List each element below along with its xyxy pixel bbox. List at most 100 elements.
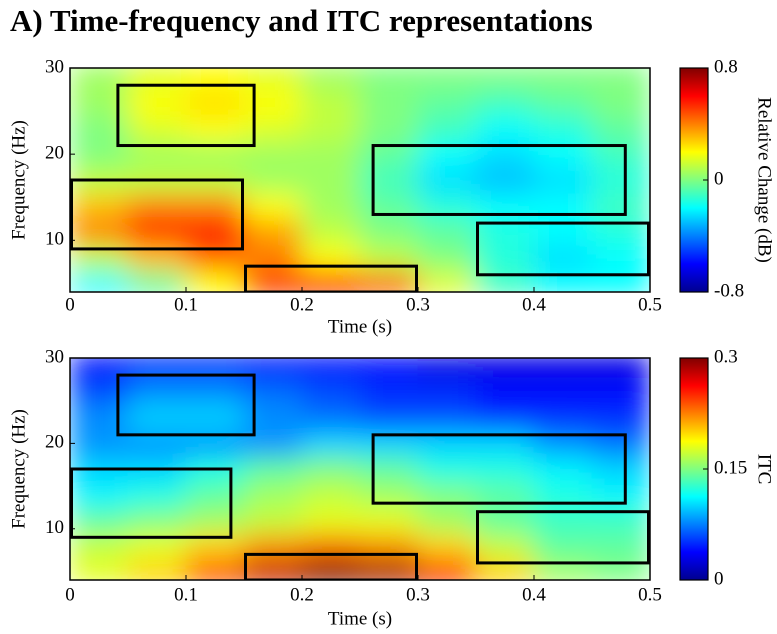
heatmap-cell <box>417 218 477 246</box>
heatmap-cell <box>243 166 303 194</box>
heatmap-cell <box>127 89 187 116</box>
heatmap-cell <box>243 192 303 220</box>
x-tick-label: 0.5 <box>638 584 662 605</box>
heatmap-cell <box>243 114 303 142</box>
y-axis-label: Frequency (Hz) <box>8 120 29 240</box>
heatmap-cell <box>533 114 593 142</box>
heatmap-cell <box>591 378 650 406</box>
heatmap-cell <box>359 404 419 432</box>
heatmap-cell <box>301 140 361 168</box>
heatmap-cell <box>475 378 535 406</box>
region-box <box>244 552 418 580</box>
heatmap-cell <box>70 358 129 380</box>
heatmap-cell <box>359 114 419 142</box>
heatmap-cell <box>301 481 361 508</box>
x-axis-label: Time (s) <box>328 608 392 629</box>
heatmap-cell <box>359 89 419 116</box>
heatmap-cell <box>301 192 361 220</box>
x-tick-label: 0.1 <box>174 294 198 315</box>
heatmap-cell <box>591 166 650 194</box>
heatmap-cell <box>533 404 593 432</box>
heatmap-cell <box>243 455 303 483</box>
heatmap-cell <box>301 269 361 292</box>
heatmap-cell <box>475 89 535 116</box>
heatmap-cell <box>70 558 129 580</box>
heatmap-cell <box>417 532 477 560</box>
colorbar-label: ITC <box>754 454 775 485</box>
heatmap-cell <box>359 358 419 380</box>
x-tick-label: 0.3 <box>406 294 430 315</box>
heatmap-cell <box>301 506 361 534</box>
x-tick-label: 0.5 <box>638 294 662 315</box>
heatmap-cell <box>301 430 361 457</box>
heatmap-cell <box>533 89 593 116</box>
heatmap-cell <box>417 269 477 292</box>
heatmap-cell <box>127 192 187 220</box>
heatmap-cell <box>243 506 303 534</box>
heatmap-cell <box>185 192 245 220</box>
heatmap-cell <box>475 68 535 91</box>
heatmap-cell <box>70 404 129 432</box>
heatmap-cell <box>301 166 361 194</box>
heatmap-cell <box>475 404 535 432</box>
heatmap-cell <box>127 378 187 406</box>
heatmap-cell <box>591 89 650 116</box>
heatmap-cell <box>417 558 477 580</box>
region-box <box>116 373 256 437</box>
x-tick-label: 0.2 <box>290 584 314 605</box>
x-axis-label: Time (s) <box>328 316 392 337</box>
x-tick-label: 0.1 <box>174 584 198 605</box>
heatmap-cell <box>70 68 129 91</box>
heatmap-cell <box>591 114 650 142</box>
heatmap-cell <box>533 358 593 380</box>
heatmap-cell <box>243 404 303 432</box>
heatmap-cell <box>475 166 535 194</box>
heatmap-cell <box>475 358 535 380</box>
heatmap-cell <box>127 506 187 534</box>
heatmap-cell <box>359 218 419 246</box>
heatmap-cell <box>301 358 361 380</box>
heatmap-cell <box>70 218 129 246</box>
heatmap-cell <box>591 404 650 432</box>
y-axis-label: Frequency (Hz) <box>8 409 29 529</box>
heatmap-cell <box>301 89 361 116</box>
heatmap-cell <box>417 404 477 432</box>
heatmap-area <box>70 68 650 292</box>
heatmap-cell <box>417 506 477 534</box>
heatmap-cell <box>243 558 303 580</box>
heatmap-cell <box>70 192 129 220</box>
region-box <box>70 178 244 251</box>
heatmap-cell <box>243 378 303 406</box>
heatmap-cell <box>591 68 650 91</box>
heatmap-cell <box>359 378 419 406</box>
heatmap-cell <box>417 114 477 142</box>
heatmap-cell <box>533 166 593 194</box>
colorbar-tick-label: 0.15 <box>714 457 747 478</box>
heatmap-cell <box>301 114 361 142</box>
heatmap-cell <box>185 269 245 292</box>
heatmap-cell <box>533 455 593 483</box>
heatmap-cell <box>243 269 303 292</box>
heatmap-area <box>70 358 650 580</box>
heatmap-cell <box>70 89 129 116</box>
heatmap-cell <box>359 166 419 194</box>
region-box <box>476 221 650 277</box>
heatmap-cell <box>533 532 593 560</box>
x-tick-label: 0.4 <box>522 294 546 315</box>
y-tick-label: 20 <box>45 143 64 164</box>
heatmap-cell <box>475 244 535 271</box>
heatmap-cell <box>533 244 593 271</box>
heatmap-cell <box>70 481 129 508</box>
region-box <box>70 467 233 539</box>
heatmap-cell <box>127 218 187 246</box>
heatmap-cell <box>417 378 477 406</box>
y-tick-label: 20 <box>45 432 64 453</box>
heatmap-cell <box>185 218 245 246</box>
heatmap-cell <box>417 358 477 380</box>
heatmap-cell <box>70 506 129 534</box>
heatmap-cell <box>243 89 303 116</box>
x-tick-label: 0 <box>65 294 75 315</box>
heatmap-cell <box>359 68 419 91</box>
x-tick-label: 0 <box>65 584 75 605</box>
